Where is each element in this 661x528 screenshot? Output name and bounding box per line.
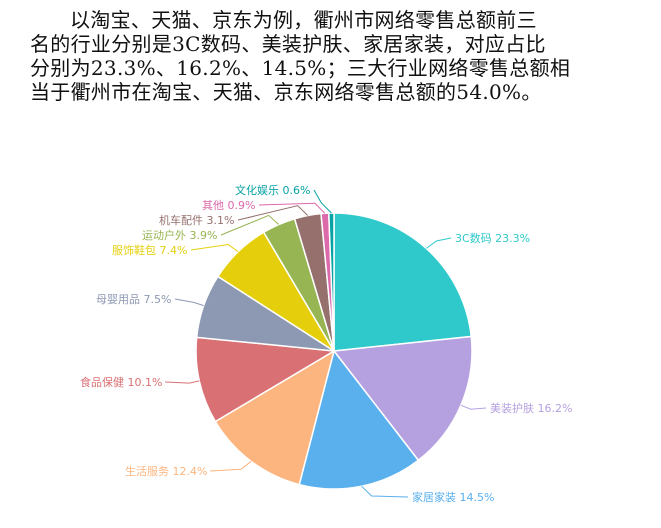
leader-line <box>426 237 452 249</box>
slice-label: 3C数码 23.3% <box>455 232 530 245</box>
description-paragraph: 以淘宝、天猫、京东为例，衢州市网络零售总额前三 名的行业分别是3C数码、美装护肤… <box>30 8 655 104</box>
pie-slice <box>332 335 473 462</box>
pie-labels: 3C数码 23.3% 美装护肤 16.2% 家居家装 14.5% 生活服务 12.4%… <box>80 183 572 504</box>
slice-label: 家居家装 14.5% <box>412 490 494 504</box>
slice-label: 母婴用品 7.5% <box>96 293 171 306</box>
pie-slice <box>328 212 335 352</box>
leader-line <box>237 205 309 221</box>
leader-line <box>165 380 200 384</box>
slice-label: 运动户外 3.9% <box>142 228 217 242</box>
paragraph-line: 分别为23.3%、16.2%、14.5%；三大行业网络零售总额相 <box>30 56 571 80</box>
slice-label: 美装护肤 16.2% <box>490 401 572 415</box>
slice-label: 服饰鞋包 7.4% <box>112 243 187 257</box>
leader-line <box>220 214 280 236</box>
slice-label: 生活服务 12.4% <box>125 464 207 478</box>
pie-slices <box>195 212 473 490</box>
leader-line <box>190 243 239 253</box>
pie-slice <box>298 349 420 490</box>
leader-line <box>361 485 409 498</box>
paragraph-line: 名的行业分别是3C数码、美装护肤、家居家装，对应占比 <box>30 32 546 56</box>
leader-line <box>460 404 487 410</box>
paragraph-line: 以淘宝、天猫、京东为例，衢州市网络零售总额前三 <box>70 8 537 32</box>
leader-line <box>174 298 204 307</box>
pie-slice <box>214 349 336 486</box>
slice-label: 食品保健 10.1% <box>80 375 162 389</box>
paragraph-line: 当于衢州市在淘宝、天猫、京东网络零售总额的54.0%。 <box>30 80 542 104</box>
leader-line <box>313 189 332 214</box>
slice-label: 文化娱乐 0.6% <box>235 183 310 197</box>
slice-label: 其他 0.9% <box>202 199 255 212</box>
leader-line <box>258 202 326 214</box>
pie-slice <box>333 212 473 352</box>
leader-line <box>210 460 252 472</box>
pie-slice <box>195 336 337 423</box>
slice-label: 机车配件 3.1% <box>159 213 234 227</box>
